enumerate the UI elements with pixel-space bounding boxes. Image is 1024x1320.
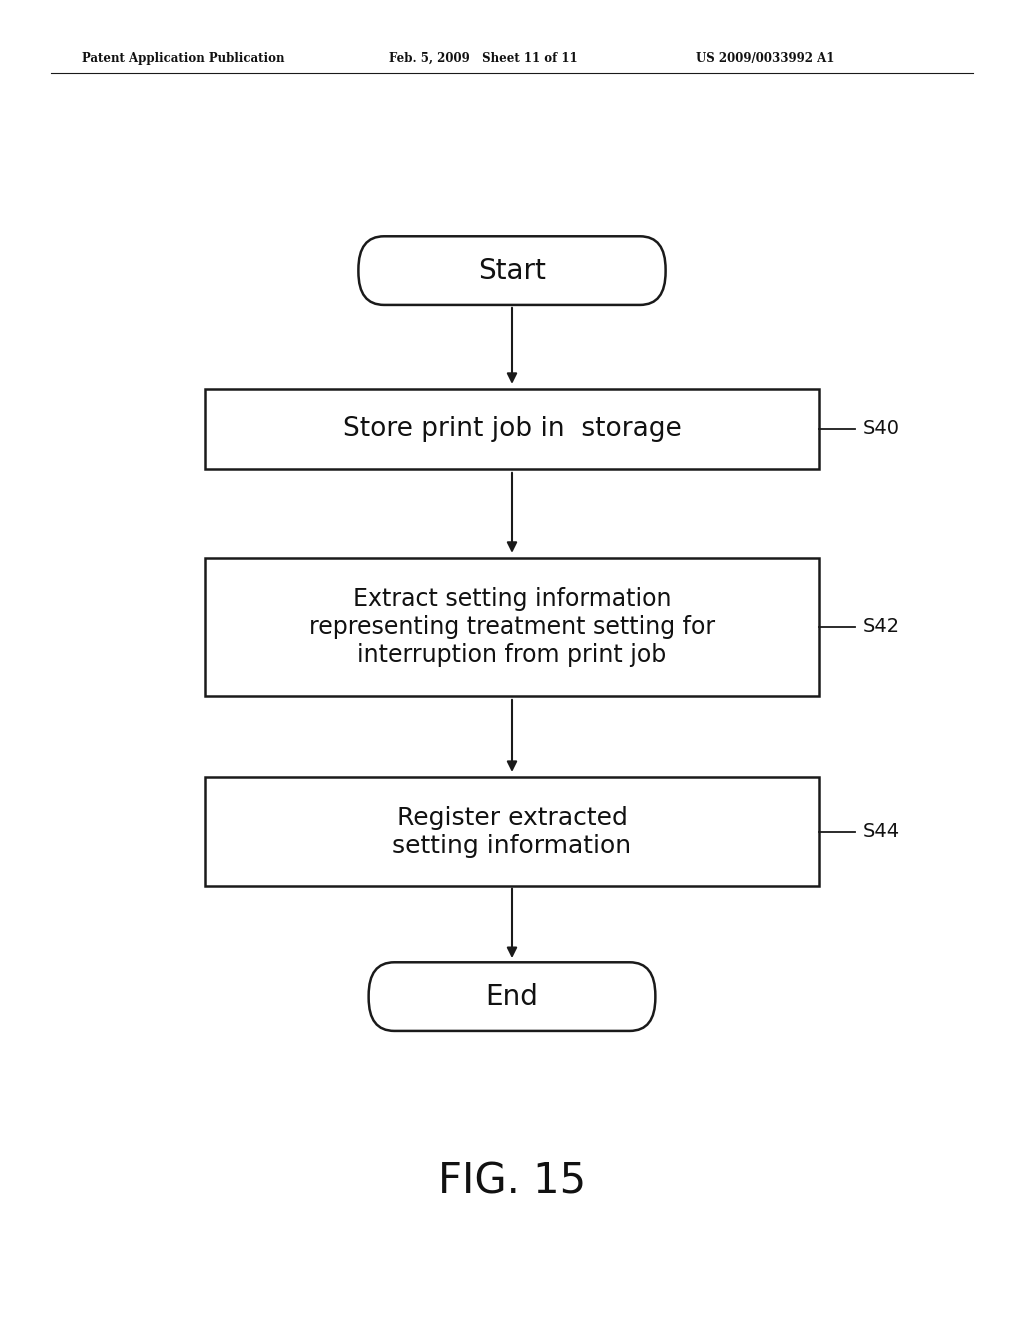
FancyBboxPatch shape: [358, 236, 666, 305]
Text: Register extracted
setting information: Register extracted setting information: [392, 805, 632, 858]
Text: S42: S42: [863, 618, 900, 636]
Text: S44: S44: [863, 822, 900, 841]
Text: Start: Start: [478, 256, 546, 285]
Text: Feb. 5, 2009   Sheet 11 of 11: Feb. 5, 2009 Sheet 11 of 11: [389, 51, 578, 65]
Bar: [205, 777, 819, 886]
Text: Patent Application Publication: Patent Application Publication: [82, 51, 285, 65]
Bar: [205, 389, 819, 469]
Text: End: End: [485, 982, 539, 1011]
Text: Store print job in  storage: Store print job in storage: [343, 416, 681, 442]
Bar: [205, 557, 819, 697]
FancyBboxPatch shape: [369, 962, 655, 1031]
Text: FIG. 15: FIG. 15: [438, 1160, 586, 1203]
Text: US 2009/0033992 A1: US 2009/0033992 A1: [696, 51, 835, 65]
Text: S40: S40: [863, 420, 900, 438]
Text: Extract setting information
representing treatment setting for
interruption from: Extract setting information representing…: [309, 587, 715, 667]
